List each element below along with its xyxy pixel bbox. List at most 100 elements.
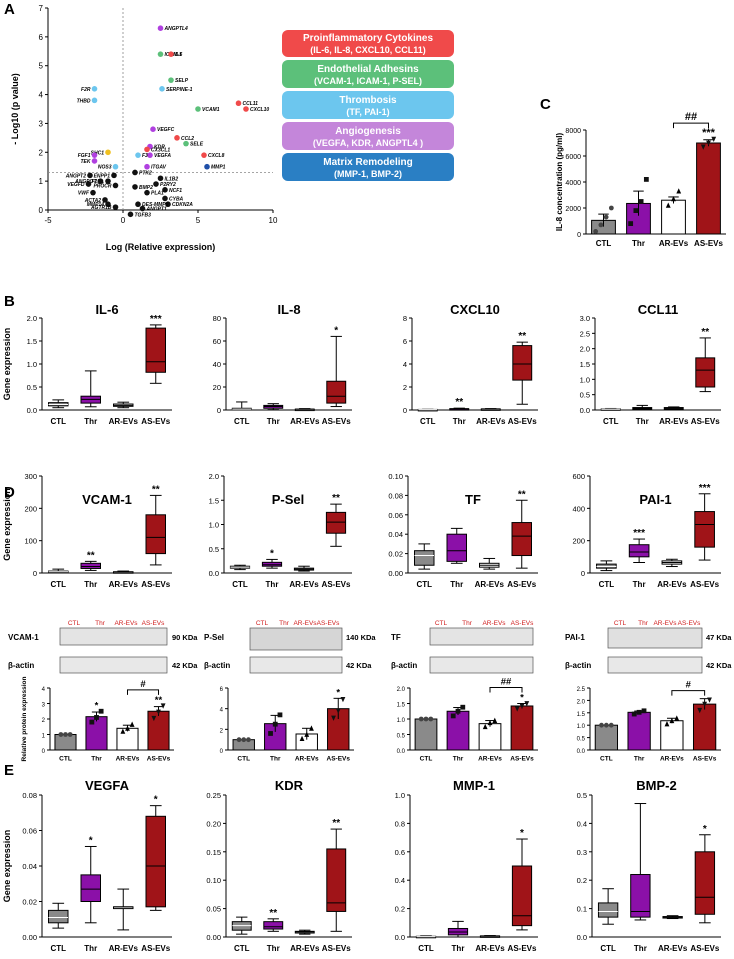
wb_tf-bracket: [489, 687, 523, 693]
il8conc-bar-ar-evs: [661, 199, 686, 235]
volcano-point-acta2: [102, 197, 108, 203]
wb_pai-ytick-label: 0.5: [577, 737, 586, 743]
kdr-ytick-label: 0.20: [206, 819, 221, 828]
volcano-point-cxcl8-label: CXCL8: [208, 153, 225, 159]
wb-psel-lane-ctl: CTL: [256, 620, 269, 627]
chart-vcam: 0 100 200 300 VCAM-1 Gene expression CTL ** Thr A…: [2, 472, 172, 589]
bmp2-ytick-label: 0.0: [577, 933, 587, 942]
il6-ytick-label: 2.0: [27, 314, 37, 323]
volcano-point-il6: [168, 51, 174, 57]
il6-ytick-label: 0.5: [27, 383, 37, 392]
kdr-box-as-evs: [326, 848, 347, 912]
wb_vcam-ytick-label: 4: [42, 687, 46, 693]
volcano-point-selp: [168, 77, 174, 83]
ccl11-ytick-label: 0.5: [580, 391, 590, 400]
volcano-point-ncf1: [162, 187, 168, 193]
wb-tf-lane-thr: Thr: [462, 620, 473, 627]
wb-pai-actin-strip: [607, 656, 703, 674]
tf-sig: **: [518, 489, 526, 500]
volcano-point-vcam1: [195, 106, 201, 112]
il8conc-bar-as-evs: [696, 142, 721, 235]
wb_pai-bar-thr: [627, 711, 651, 751]
wb_tf-bar-as-evs: [510, 705, 534, 751]
wb_pai-bar-as-evs: [692, 703, 717, 751]
psel-ytick-label: 0.5: [209, 545, 219, 554]
volcano-point-angpt1-label: ANGPT1: [146, 207, 168, 213]
volcano-point-procr-label: PROCR: [93, 183, 111, 189]
il8conc-point: [593, 229, 599, 234]
chart-wb_vcam: 0 1 2 3 4 Relative protein expression CTL * Thr A…: [21, 677, 174, 763]
wb_psel-point: [335, 708, 341, 714]
volcano-point-serpine-1: [159, 86, 165, 92]
volcano-xtick-label: 0: [121, 216, 126, 225]
pai-sig: ***: [699, 483, 711, 494]
wb_vcam-point: [129, 721, 135, 727]
chart-wb_pai: 0.0 0.5 1.0 1.5 2.0 2.5 CTL Thr AR-EVs AS-EVs #: [577, 680, 721, 763]
pai-box-thr: [628, 544, 650, 558]
wb_tf-xtick-label: AR-EVs: [478, 756, 502, 763]
legend-item-matrix: Matrix Remodeling (MMP-1, BMP-2): [282, 153, 454, 181]
wb-vcam-lane-ar: AR-EVs: [114, 620, 138, 627]
wb_tf-ytick-label: 2.0: [397, 687, 406, 693]
il8conc-point: [711, 136, 717, 142]
volcano-point-ccl11-label: CCL11: [243, 101, 259, 107]
wb_pai-point: [631, 711, 637, 717]
panel-label-e: E: [4, 762, 14, 779]
wb_pai-ytick-label: 0.0: [577, 749, 586, 755]
wb_tf-ytick-label: 1.0: [397, 718, 406, 724]
volcano-point-vwf: [90, 189, 96, 196]
wb_vcam-sig: *: [95, 700, 99, 711]
psel-ytick-label: 2.0: [209, 472, 219, 481]
legend-title-angiogenesis: Angiogenesis: [335, 126, 401, 137]
il8conc-xtick-label: Thr: [632, 239, 645, 248]
wb_vcam-bar-ar-evs: [116, 727, 139, 751]
wb_pai-point: [707, 697, 712, 703]
ccl11-xtick-label: CTL: [603, 417, 619, 426]
wb_psel-ytick-label: 2: [220, 728, 224, 734]
ccl11-xtick-label: AS-EVs: [691, 417, 720, 426]
vcam-sig: **: [152, 484, 160, 495]
legend-box-matrix: [282, 153, 454, 181]
wb_pai-point: [608, 722, 614, 728]
wb_vcam-xtick-label: CTL: [59, 756, 72, 763]
il8-ytick-label: 60: [213, 337, 221, 346]
chart-pai: 0 200 400 600 PAI-1 CTL *** Thr AR-EVs *** AS-EVs: [572, 472, 721, 589]
wb-vcam-actin-strip: [59, 656, 168, 674]
wb_tf-xtick-label: CTL: [420, 756, 433, 763]
volcano-point-acta2-label: ACTA2: [84, 198, 102, 204]
volcano-point-il6-label: IL6: [175, 52, 182, 58]
wb_tf-point: [482, 723, 488, 730]
panel-label-b: B: [4, 293, 15, 310]
wb_pai-ytick-label: 1.0: [577, 724, 586, 730]
il8conc-point: [633, 208, 639, 213]
cxcl10-sig: **: [518, 331, 526, 342]
kdr-xtick-label: AS-EVs: [322, 944, 351, 953]
wb-tf-lane-ar: AR-EVs: [482, 620, 506, 627]
il8conc-point: [643, 177, 649, 182]
vcam-xtick-label: AR-EVs: [109, 580, 139, 589]
volcano-point-icam-1: [157, 51, 164, 57]
ccl11-sig: **: [701, 327, 709, 338]
volcano-point-kdr-label: KDR: [154, 145, 165, 151]
il8conc-point: [676, 188, 682, 194]
il8conc-point: [608, 205, 614, 211]
pai-box-as-evs: [694, 511, 715, 548]
legend-item-angiogenesis: Angiogenesis (VEGFA, KDR, ANGPTL4 ): [282, 122, 454, 150]
wb-psel-kda: 140 KDa: [346, 633, 376, 642]
wb_tf-bar-thr: [446, 710, 470, 751]
il8conc-xtick-label: AR-EVs: [659, 239, 689, 248]
legend-title-matrix: Matrix Remodeling: [323, 157, 412, 168]
wb_vcam-ylabel: Relative protein expression: [21, 677, 28, 762]
volcano-point-angpt2-label: ANGPT2: [65, 173, 87, 179]
wb_vcam-point: [63, 732, 68, 737]
kdr-box-thr: [263, 921, 284, 930]
wb_pai-point: [636, 709, 642, 715]
vcam-xtick-label: AS-EVs: [141, 580, 170, 589]
wb-vcam-actin-kda: 42 KDa: [172, 661, 198, 670]
panel-label-c: C: [540, 96, 551, 113]
il6-ytick-label: 1.5: [27, 337, 37, 346]
volcano-point-tgfb3: [127, 211, 134, 218]
wb_pai-point: [674, 715, 680, 721]
western-blots: CTL Thr AR-EVs AS-EVs VCAM-1 β-actin 90 …: [8, 620, 732, 674]
